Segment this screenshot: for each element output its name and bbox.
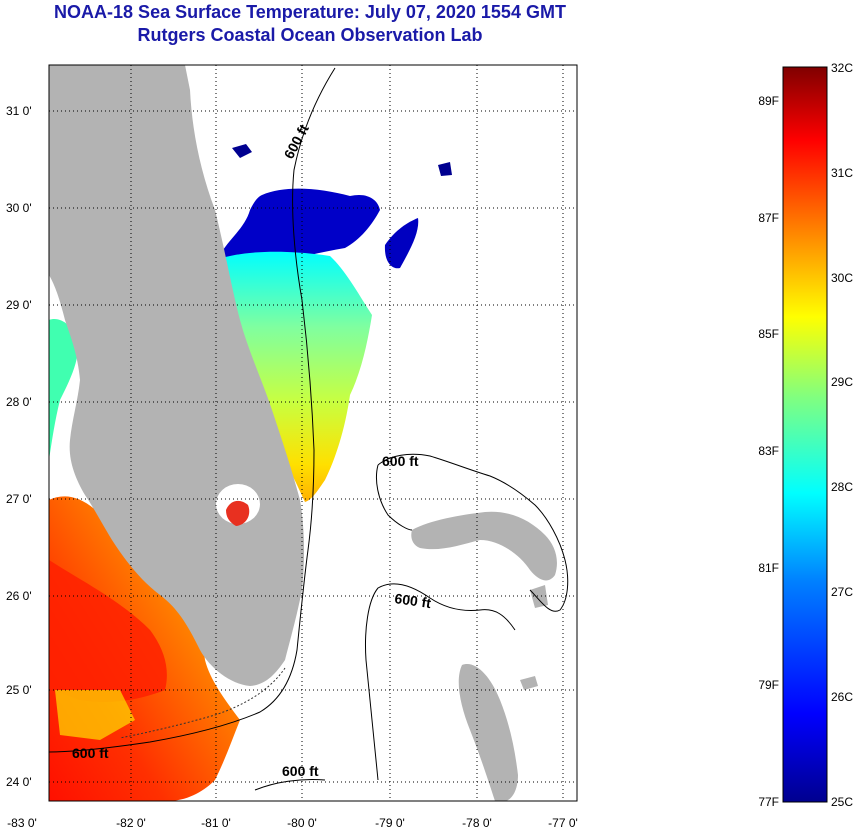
lat-tick-label: 26 0' [6, 589, 32, 603]
sst-east-band [221, 251, 372, 502]
colorbar-label-c: 32C [831, 61, 853, 75]
bahamas-andros [458, 664, 518, 801]
lon-axis: -83 0' -82 0' -81 0' -80 0' -79 0' -78 0… [7, 816, 578, 830]
contour-label-bahamas-north: 600 ft [382, 453, 419, 469]
colorbar-label-c: 29C [831, 375, 853, 389]
lon-tick-label: -81 0' [201, 816, 231, 830]
colorbar-label-c: 28C [831, 480, 853, 494]
colorbar-label-c: 30C [831, 271, 853, 285]
isobath-south [254, 779, 326, 791]
colorbar-celsius-labels: 32C 31C 30C 29C 28C 27C 26C 25C [831, 61, 853, 809]
lat-tick-label: 28 0' [6, 395, 32, 409]
isobath-bahamas-north [375, 453, 569, 612]
colorbar-label-c: 27C [831, 585, 853, 599]
sst-gulf-edge [49, 319, 79, 460]
contour-label-south: 600 ft [282, 763, 319, 779]
colorbar-label-f: 87F [758, 211, 779, 225]
lat-tick-label: 25 0' [6, 683, 32, 697]
lat-tick-label: 24 0' [6, 775, 32, 789]
colorbar-label-f: 89F [758, 94, 779, 108]
colorbar-label-f: 85F [758, 327, 779, 341]
map-title: NOAA-18 Sea Surface Temperature: July 07… [54, 2, 566, 22]
colorbar-label-f: 77F [758, 795, 779, 809]
sst-southwest-cool [55, 690, 135, 740]
lon-tick-label: -82 0' [116, 816, 146, 830]
florida-keys [119, 667, 286, 739]
sst-southwest-hot [49, 560, 167, 702]
lon-tick-label: -78 0' [462, 816, 492, 830]
sst-cold-patch [384, 218, 419, 269]
contour-label-bahamas-south: 600 ft [394, 590, 433, 611]
lon-tick-label: -77 0' [548, 816, 578, 830]
map-plot-area: 600 ft 600 ft 600 ft 600 ft 600 ft [49, 65, 577, 801]
colorbar-label-c: 26C [831, 690, 853, 704]
colorbar-label-f: 79F [758, 678, 779, 692]
contour-label-north: 600 ft [281, 121, 312, 161]
lat-tick-label: 30 0' [6, 201, 32, 215]
lat-tick-label: 27 0' [6, 492, 32, 506]
isobath-east-florida [49, 67, 336, 753]
map-frame [48, 64, 578, 802]
sst-cold-speck [232, 144, 452, 176]
lat-tick-label: 31 0' [6, 104, 32, 118]
sst-cold-band [220, 188, 380, 264]
colorbar-label-c: 31C [831, 166, 853, 180]
contour-label-keys: 600 ft [72, 745, 109, 761]
lon-tick-label: -79 0' [375, 816, 405, 830]
colorbar-label-f: 81F [758, 561, 779, 575]
lon-tick-label: -83 0' [7, 816, 37, 830]
florida-land [49, 65, 305, 686]
colorbar-label-f: 83F [758, 444, 779, 458]
lon-tick-label: -80 0' [287, 816, 317, 830]
lat-tick-label: 29 0' [6, 298, 32, 312]
graticule [49, 65, 577, 801]
lat-axis: 31 0' 30 0' 29 0' 28 0' 27 0' 26 0' 25 0… [6, 104, 32, 789]
colorbar [782, 66, 828, 803]
colorbar-fahrenheit-labels: 89F 87F 85F 83F 81F 79F 77F [758, 94, 779, 809]
map-subtitle: Rutgers Coastal Ocean Observation Lab [137, 25, 483, 45]
lake-okeechobee-sst [226, 500, 250, 526]
isobath-bahamas-south [365, 583, 516, 781]
bahamas-cay [520, 585, 548, 690]
bahamas-grand-bahama [411, 511, 557, 581]
colorbar-label-c: 25C [831, 795, 853, 809]
